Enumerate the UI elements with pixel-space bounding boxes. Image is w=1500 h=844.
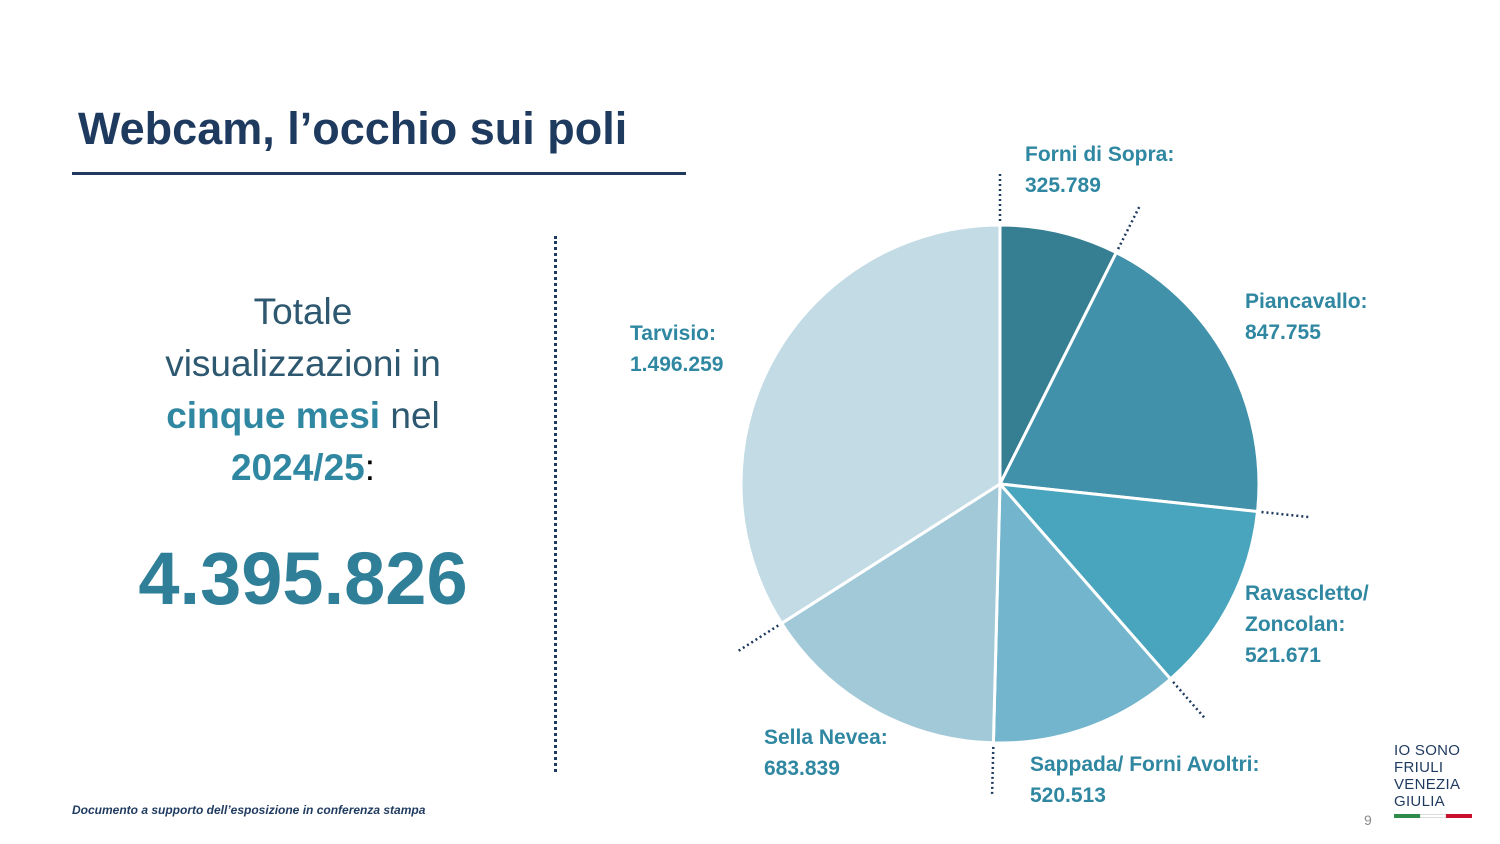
italian-flag-stripe <box>1394 814 1472 818</box>
slice-name: Forni di Sopra: <box>1025 143 1175 166</box>
pie-slice-sella-nevea <box>779 481 1002 745</box>
slice-name-2: Zoncolan: <box>1245 613 1346 636</box>
pie-slice-forni-di-sopra <box>998 223 1119 485</box>
summary-period: cinque mesi <box>166 395 381 436</box>
title-underline <box>72 172 686 175</box>
slice-name: Piancavallo: <box>1245 290 1368 313</box>
label-sella-nevea: Sella Nevea: 683.839 <box>764 722 888 784</box>
slice-name: Ravascletto/ <box>1245 582 1369 605</box>
summary-text: Totale visualizzazioni in cinque mesi ne… <box>80 286 526 494</box>
slice-value: 1.496.259 <box>630 353 724 376</box>
page-title: Webcam, l’occhio sui poli <box>78 103 628 154</box>
flag-white <box>1420 814 1446 818</box>
summary-connector: nel <box>380 395 440 436</box>
label-sappada-forni-avoltri: Sappada/ Forni Avoltri: 520.513 <box>1030 749 1259 811</box>
footer-note: Documento a supporto dell’esposizione in… <box>72 803 426 817</box>
logo-line-1: IO SONO <box>1394 742 1461 759</box>
leader-line-sappada-forni-avoltri <box>1172 681 1206 719</box>
label-ravascletto-zoncolan: Ravascletto/ Zoncolan: 521.671 <box>1245 578 1369 671</box>
logo-line-3: VENEZIA <box>1394 776 1461 793</box>
pie-slice-piancavallo <box>997 250 1261 514</box>
logo-line-4: GIULIA <box>1394 793 1445 810</box>
slice-value: 325.789 <box>1025 174 1101 197</box>
label-tarvisio: Tarvisio: 1.496.259 <box>630 318 723 380</box>
slice-name: Sella Nevea: <box>764 726 888 749</box>
label-piancavallo: Piancavallo: 847.755 <box>1245 286 1368 348</box>
leader-line-ravascletto-zoncolan <box>1261 510 1310 519</box>
leader-line-tarvisio <box>737 624 779 653</box>
summary-line-2: visualizzazioni in <box>165 343 441 384</box>
dotted-divider <box>554 236 557 772</box>
summary-line-1: Totale <box>253 291 353 332</box>
total-views-value: 4.395.826 <box>138 537 468 620</box>
flag-red <box>1446 814 1472 818</box>
pie-slice-ravascletto-zoncolan <box>996 482 1260 682</box>
summary-colon: : <box>364 447 376 488</box>
slice-value: 520.513 <box>1030 784 1106 807</box>
leader-line-sella-nevea <box>990 746 995 795</box>
summary-season: 2024/25 <box>230 447 365 488</box>
flag-green <box>1394 814 1420 818</box>
slice-value: 847.755 <box>1245 321 1321 344</box>
pie-slice-sappada-forni-avoltri <box>991 480 1173 745</box>
slice-name: Tarvisio: <box>630 322 716 345</box>
slice-value: 521.671 <box>1245 644 1321 667</box>
logo-line-2: FRIULI <box>1394 759 1444 776</box>
pie-slice-tarvisio <box>739 223 1002 626</box>
label-forni-di-sopra: Forni di Sopra: 325.789 <box>1025 139 1174 201</box>
summary-line-3: cinque mesi nel <box>80 390 526 442</box>
leader-line-piancavallo <box>1116 205 1141 250</box>
page-number: 9 <box>1364 812 1372 828</box>
region-logo: IO SONO FRIULI VENEZIA GIULIA <box>1394 742 1474 818</box>
summary-line-4: 2024/25: <box>80 442 526 494</box>
slice-name: Sappada/ Forni Avoltri: <box>1030 753 1260 776</box>
slice-value: 683.839 <box>764 757 840 780</box>
